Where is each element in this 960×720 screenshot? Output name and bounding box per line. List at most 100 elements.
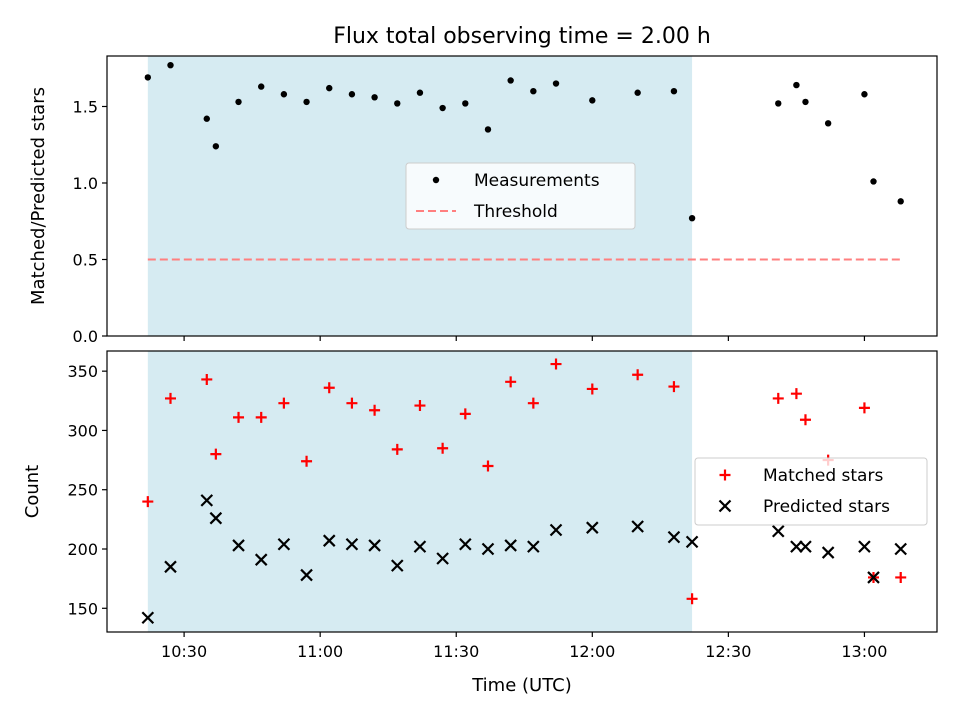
y-tick-label: 350: [67, 362, 98, 381]
y-tick-label: 1.0: [73, 174, 98, 193]
data-point: [437, 442, 449, 454]
data-point: [232, 539, 245, 552]
x-tick-label: 10:30: [161, 642, 207, 661]
data-point: [391, 443, 403, 455]
data-point: [790, 540, 803, 553]
x-tick-label: 12:30: [705, 642, 751, 661]
legend-handle: [432, 176, 440, 184]
data-point: [394, 100, 401, 107]
data-point: [254, 553, 268, 566]
data-point: [895, 571, 907, 583]
data-point: [369, 404, 381, 416]
data-point: [586, 383, 598, 395]
data-point: [484, 126, 492, 133]
data-point: [686, 593, 698, 605]
x-tick-label: 13:00: [841, 642, 887, 661]
data-point: [824, 120, 832, 127]
data-point: [278, 397, 290, 409]
data-point: [799, 414, 811, 426]
data-point: [141, 611, 155, 625]
data-point: [668, 381, 680, 393]
data-point: [799, 540, 812, 553]
data-point: [459, 408, 471, 420]
data-point: [527, 540, 540, 553]
data-point: [550, 358, 562, 370]
y-tick-label: 0.0: [73, 327, 98, 346]
data-point: [201, 373, 213, 385]
data-point: [413, 540, 427, 553]
y-tick-label: 150: [67, 599, 98, 618]
data-point: [507, 77, 514, 84]
data-point: [255, 411, 267, 423]
series-predicted-stars: [141, 494, 907, 625]
data-point: [858, 540, 871, 553]
legend-label: Matched stars: [763, 466, 883, 486]
data-point: [212, 143, 220, 150]
data-point: [775, 100, 782, 107]
data-point: [280, 91, 288, 98]
legend-entry: Threshold: [416, 202, 558, 222]
data-point: [793, 81, 800, 89]
x-tick-label: 12:00: [569, 642, 615, 661]
data-point: [870, 178, 877, 185]
data-point: [667, 530, 681, 544]
data-point: [144, 74, 152, 81]
top-panel-marks: [144, 61, 904, 261]
data-point: [258, 83, 265, 90]
series-matched-stars: [142, 358, 907, 605]
legend-label: Measurements: [474, 171, 600, 191]
y-tick-label: 1.5: [73, 97, 98, 116]
chart-title: Flux total observing time = 2.00 h: [333, 24, 711, 49]
data-point: [505, 376, 517, 388]
y-tick-label: 0.5: [73, 250, 98, 269]
data-point: [323, 382, 335, 394]
data-point: [235, 98, 242, 106]
data-point: [164, 392, 176, 404]
data-point: [867, 571, 880, 584]
data-point: [459, 537, 472, 551]
data-point: [416, 89, 424, 96]
data-point: [771, 524, 785, 538]
data-point: [586, 521, 599, 534]
x-tick-label: 11:00: [297, 642, 343, 661]
data-point: [631, 520, 644, 533]
data-point: [481, 542, 495, 556]
y-tick-label: 200: [67, 540, 98, 559]
data-point: [233, 411, 245, 423]
data-point: [462, 100, 469, 107]
data-point: [530, 87, 537, 95]
data-point: [634, 89, 641, 96]
data-point: [549, 523, 563, 537]
top-legend: Measurements Threshold: [405, 162, 636, 230]
x-tick-label: 11:30: [433, 642, 479, 661]
legend-label: Predicted stars: [763, 497, 890, 517]
legend-handle: [718, 499, 732, 513]
legend-handle: [719, 469, 731, 481]
data-point: [894, 542, 907, 556]
data-point: [821, 546, 835, 559]
data-point: [200, 494, 214, 507]
data-point: [632, 369, 644, 381]
data-point: [301, 455, 313, 467]
data-point: [164, 560, 177, 574]
data-point: [300, 568, 313, 582]
data-point: [203, 115, 210, 122]
data-point: [436, 552, 449, 565]
data-point: [167, 61, 174, 69]
data-point: [670, 87, 678, 95]
bottom-panel-frame: [106, 350, 938, 633]
data-point: [527, 397, 539, 409]
legend-entry: Matched stars: [719, 466, 883, 486]
y-tick-label: 250: [67, 481, 98, 500]
bottom-panel: 150 200 250 300 350 10:30 11:00 11:30 12:00 12:30…: [22, 350, 938, 696]
data-point: [345, 537, 359, 551]
data-point: [390, 559, 404, 572]
data-point: [277, 537, 291, 551]
data-point: [371, 94, 378, 101]
data-point: [589, 97, 596, 104]
data-point: [210, 448, 222, 460]
y-tick-label: 300: [67, 421, 98, 440]
data-point: [142, 496, 154, 508]
data-point: [688, 214, 696, 222]
data-point: [685, 535, 699, 549]
